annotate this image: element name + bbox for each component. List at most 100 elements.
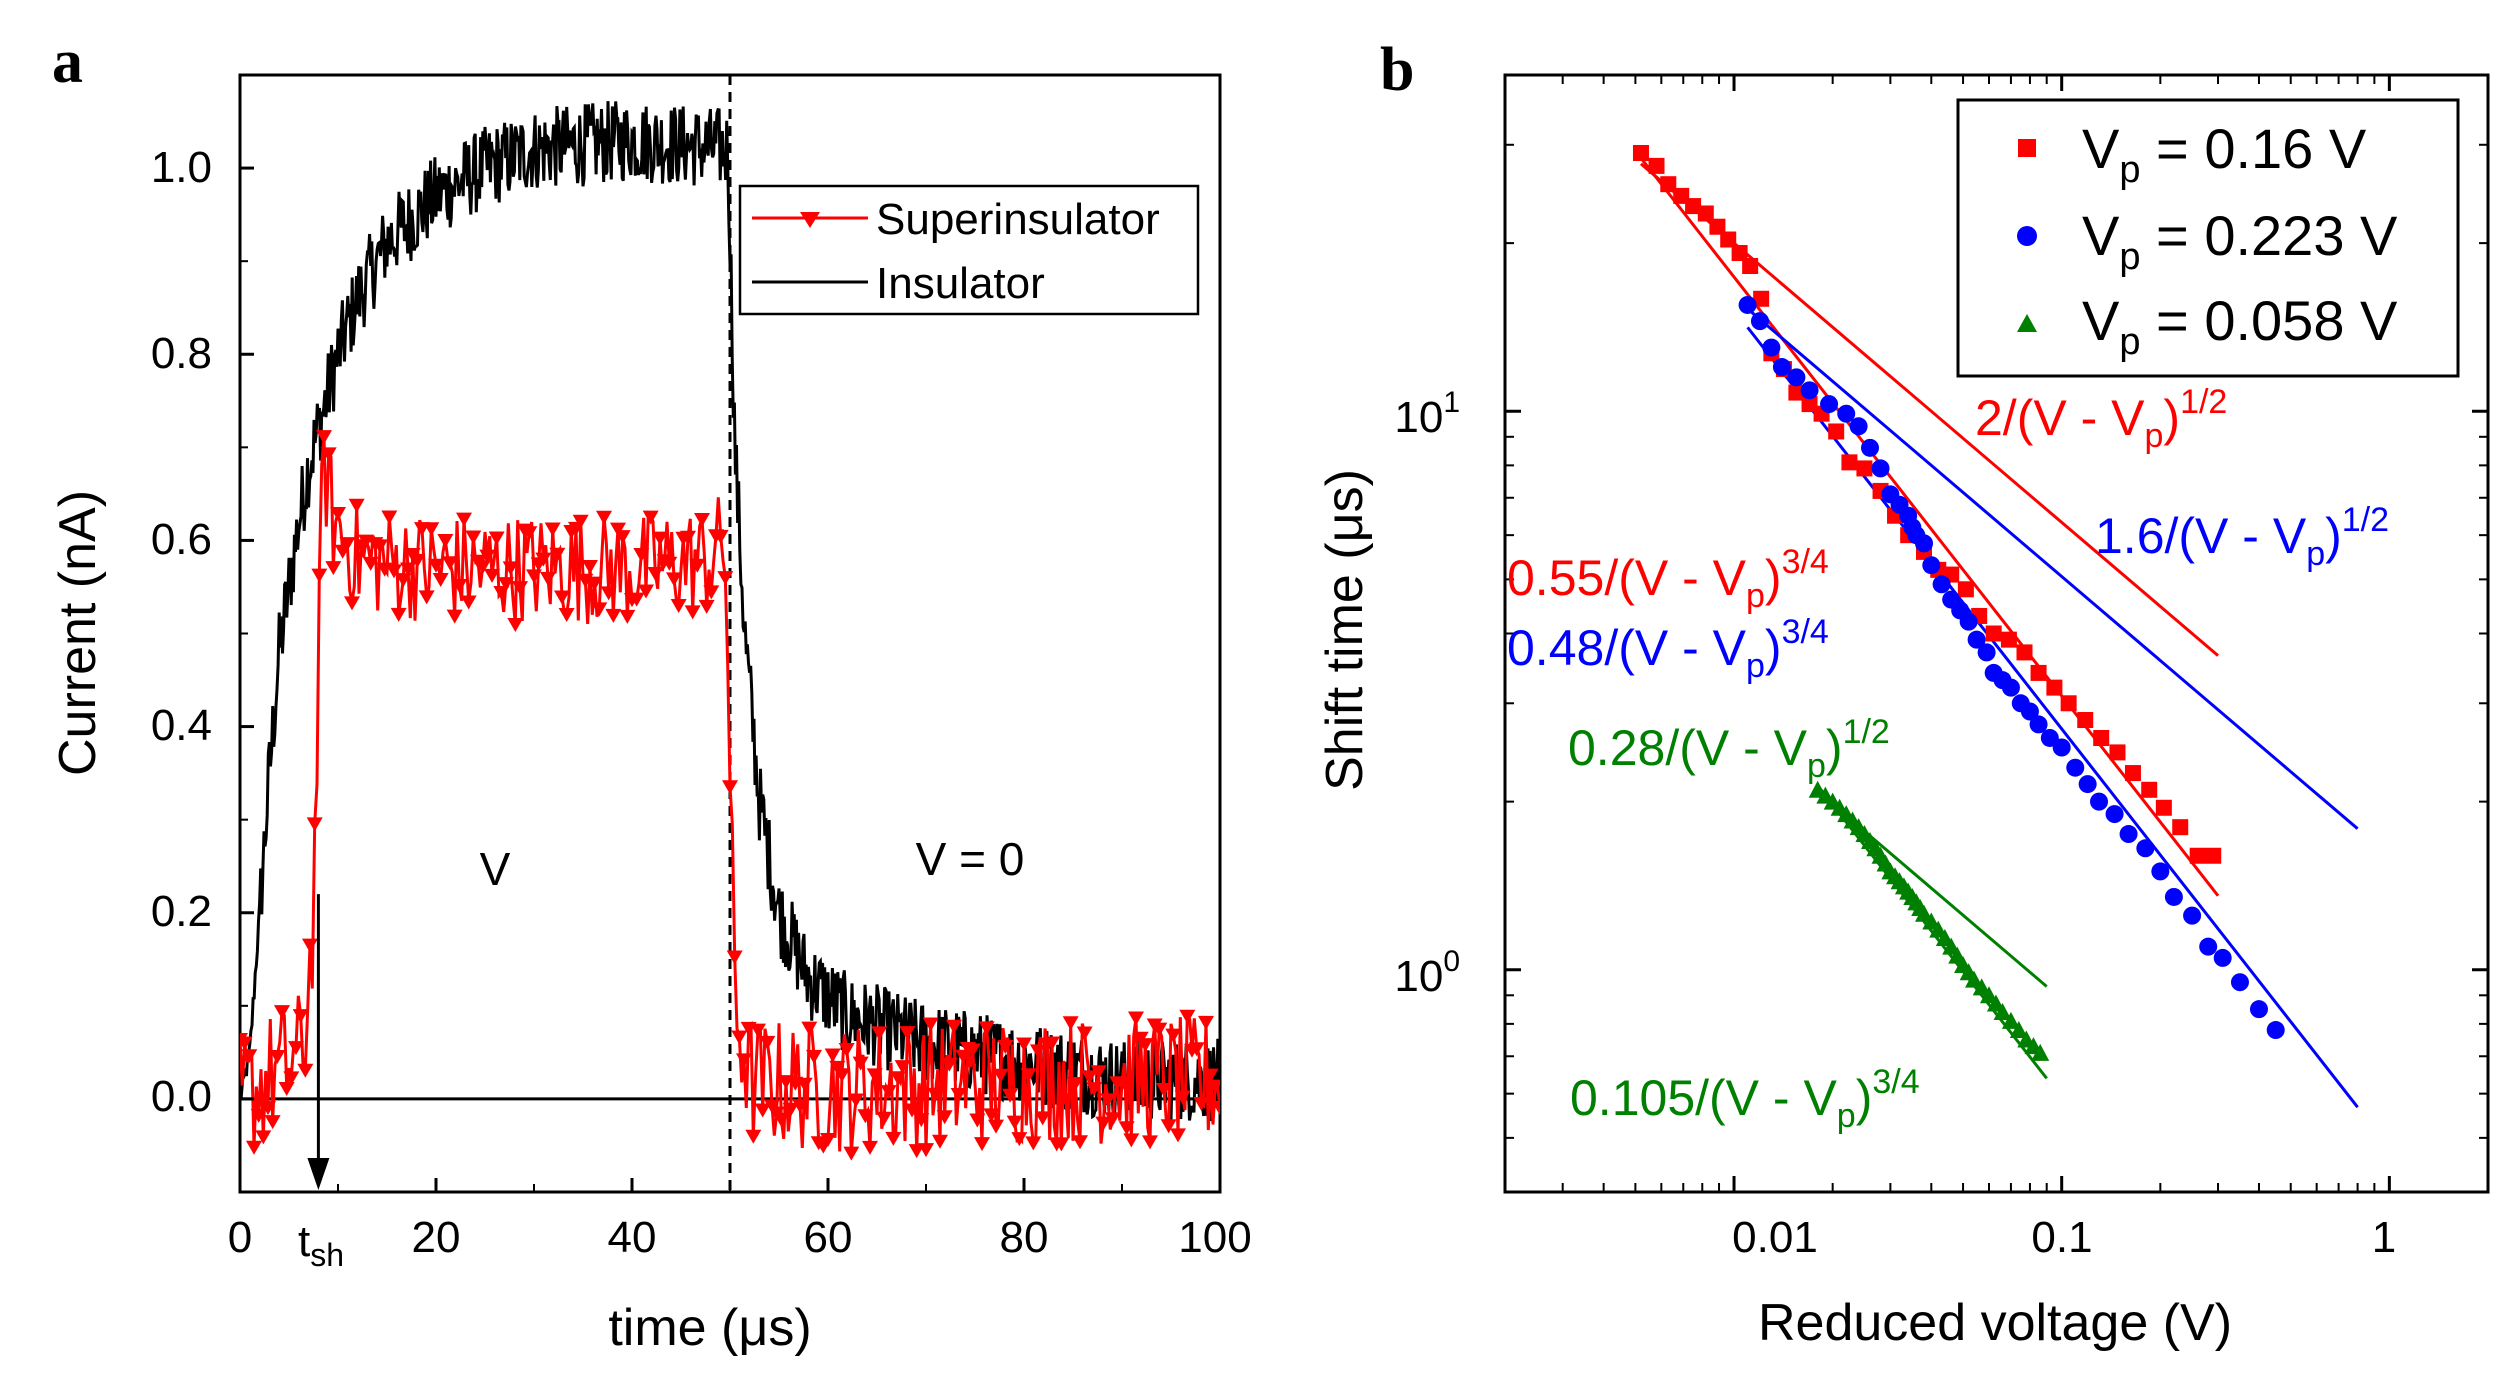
data-point: [2213, 948, 2232, 967]
data-point: [1685, 198, 1702, 215]
a-ytick-label: 1.0: [151, 143, 212, 192]
superinsulator-series: [240, 430, 1220, 1161]
superinsulator-point: [264, 1115, 281, 1130]
panel-a-ticks: [238, 74, 1222, 1193]
superinsulator-point: [554, 590, 570, 605]
superinsulator-point: [512, 581, 528, 596]
superinsulator-point: [759, 1035, 776, 1050]
superinsulator-point: [1081, 1070, 1098, 1085]
b-ytick-label: 101: [1394, 386, 1460, 442]
data-point: [1820, 395, 1839, 414]
superinsulator-point: [320, 447, 337, 462]
superinsulator-point: [269, 1049, 286, 1064]
data-point: [2189, 847, 2206, 864]
panel-a: a 0.0 0.2 0.4 0.6 0.8 1.0 0 20 40 60 80 …: [49, 28, 1252, 1357]
superinsulator-point: [633, 548, 650, 563]
superinsulator-point: [586, 576, 603, 591]
data-point: [2119, 825, 2138, 844]
b-xtick-label: 0.1: [2031, 1213, 2092, 1262]
panel-b-data: [1632, 145, 2359, 1109]
data-point: [1709, 218, 1726, 235]
superinsulator-point: [1067, 1077, 1084, 1092]
superinsulator-point: [773, 1112, 790, 1127]
superinsulator-point: [400, 562, 416, 577]
a-ytick-label: 0.2: [151, 887, 212, 936]
data-point: [2001, 678, 2020, 697]
data-point: [1772, 358, 1791, 377]
panel-b-ticks: [1504, 74, 2489, 1193]
superinsulator-point: [796, 1077, 813, 1092]
superinsulator-point: [488, 531, 505, 546]
superinsulator-point: [1100, 1093, 1116, 1108]
superinsulator-point: [386, 564, 402, 579]
superinsulator-point: [302, 938, 318, 953]
superinsulator-point: [1002, 1088, 1018, 1103]
fit-line: [1746, 307, 2359, 830]
superinsulator-point: [1020, 1068, 1037, 1083]
superinsulator-point: [698, 599, 715, 614]
data-point: [2105, 805, 2124, 824]
superinsulator-point: [465, 530, 482, 545]
superinsulator-point: [1142, 1135, 1158, 1150]
data-point: [2046, 679, 2063, 696]
superinsulator-point: [502, 561, 519, 576]
b-xtick-label: 0.01: [1732, 1213, 1818, 1262]
data-point: [1915, 904, 1934, 922]
superinsulator-point: [722, 780, 738, 795]
a-y-axis-title: Current (nA): [49, 490, 107, 776]
data-point: [2141, 781, 2158, 798]
fit-label-green-half: 0.28/(V - Vp)1/2: [1568, 713, 1890, 785]
superinsulator-point: [689, 558, 706, 573]
superinsulator-point: [988, 1119, 1004, 1134]
superinsulator-point: [992, 1068, 1009, 1083]
superinsulator-point: [628, 592, 645, 607]
superinsulator-point: [372, 539, 388, 554]
superinsulator-point: [820, 1132, 836, 1147]
superinsulator-point: [876, 1111, 892, 1126]
superinsulator-point: [274, 1005, 290, 1020]
superinsulator-point: [1198, 1015, 1214, 1030]
superinsulator-point: [1104, 1112, 1121, 1127]
superinsulator-point: [521, 526, 538, 541]
superinsulator-point: [680, 530, 696, 545]
data-point: [1972, 978, 1991, 996]
superinsulator-point: [890, 1071, 906, 1086]
superinsulator-point: [703, 585, 720, 600]
superinsulator-point: [1179, 1009, 1196, 1024]
superinsulator-point: [432, 572, 449, 587]
superinsulator-point: [395, 573, 412, 588]
superinsulator-point: [1072, 1135, 1088, 1150]
superinsulator-point: [717, 571, 734, 586]
superinsulator-point: [479, 549, 496, 564]
superinsulator-point: [736, 1053, 752, 1068]
data-point: [2109, 744, 2126, 761]
superinsulator-point: [1174, 1090, 1191, 1105]
superinsulator-point: [843, 1146, 860, 1161]
superinsulator-point: [339, 537, 356, 552]
superinsulator-point: [474, 560, 491, 575]
superinsulator-point: [619, 609, 636, 624]
a-xtick-label: 40: [608, 1213, 657, 1262]
superinsulator-point: [241, 1049, 258, 1064]
data-point: [1801, 396, 1818, 413]
data-point: [2183, 906, 2202, 925]
data-point: [1742, 258, 1759, 275]
superinsulator-point: [1118, 1121, 1135, 1136]
superinsulator-point: [969, 1113, 986, 1128]
superinsulator-point: [446, 609, 463, 624]
data-point: [1720, 231, 1737, 248]
superinsulator-point: [974, 1137, 990, 1152]
data-point: [2093, 729, 2110, 746]
superinsulator-point: [852, 1056, 869, 1071]
superinsulator-point: [848, 1093, 864, 1108]
superinsulator-point: [824, 1048, 841, 1063]
b-legend-label-red: Vp = 0.16 V: [2082, 117, 2367, 191]
a-x-axis-title: time (μs): [608, 1299, 811, 1357]
superinsulator-point: [418, 590, 435, 605]
tsh-arrow-head: [307, 1158, 330, 1190]
b-legend-box: [1956, 98, 2460, 378]
superinsulator-point: [899, 1026, 916, 1041]
superinsulator-point: [684, 605, 701, 620]
superinsulator-point: [782, 1102, 799, 1117]
